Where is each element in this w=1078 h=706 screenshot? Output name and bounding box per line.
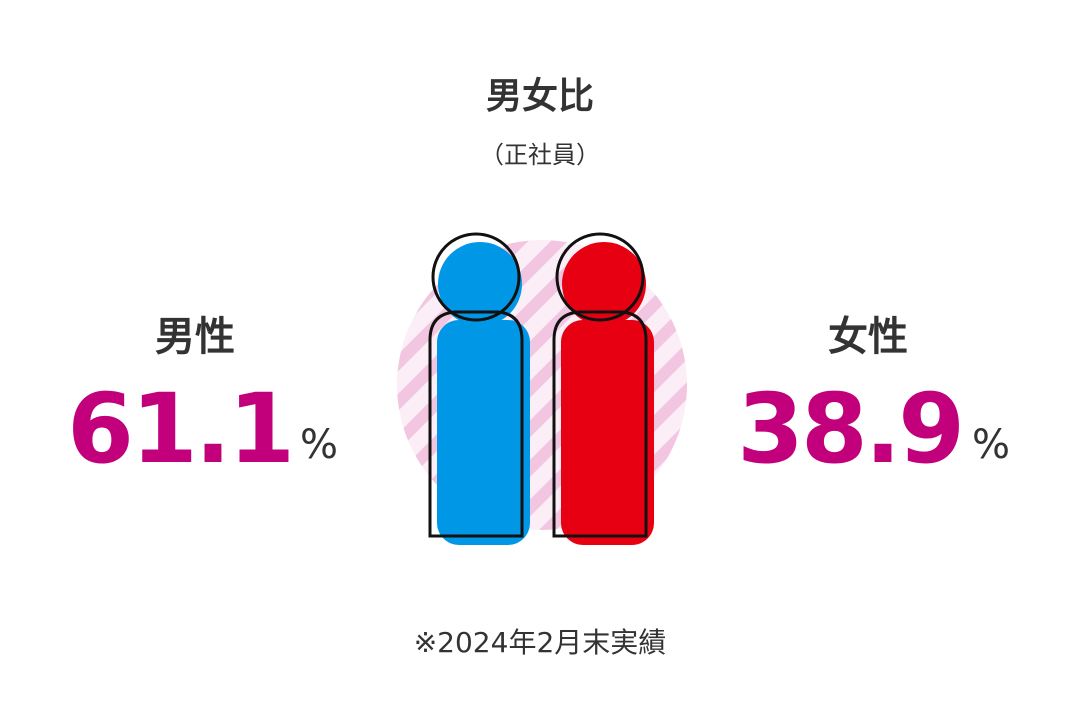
male-unit: % xyxy=(300,422,338,468)
male-value: 61.1 xyxy=(67,373,292,485)
female-label: 女性 xyxy=(828,314,908,360)
title: 男女比 xyxy=(486,76,594,117)
subtitle: （正社員） xyxy=(480,141,600,169)
figure xyxy=(397,232,687,545)
female-value: 38.9 xyxy=(737,373,962,485)
male-label: 男性 xyxy=(155,314,235,360)
female-unit: % xyxy=(972,422,1010,468)
note: ※2024年2月末実績 xyxy=(414,626,667,659)
